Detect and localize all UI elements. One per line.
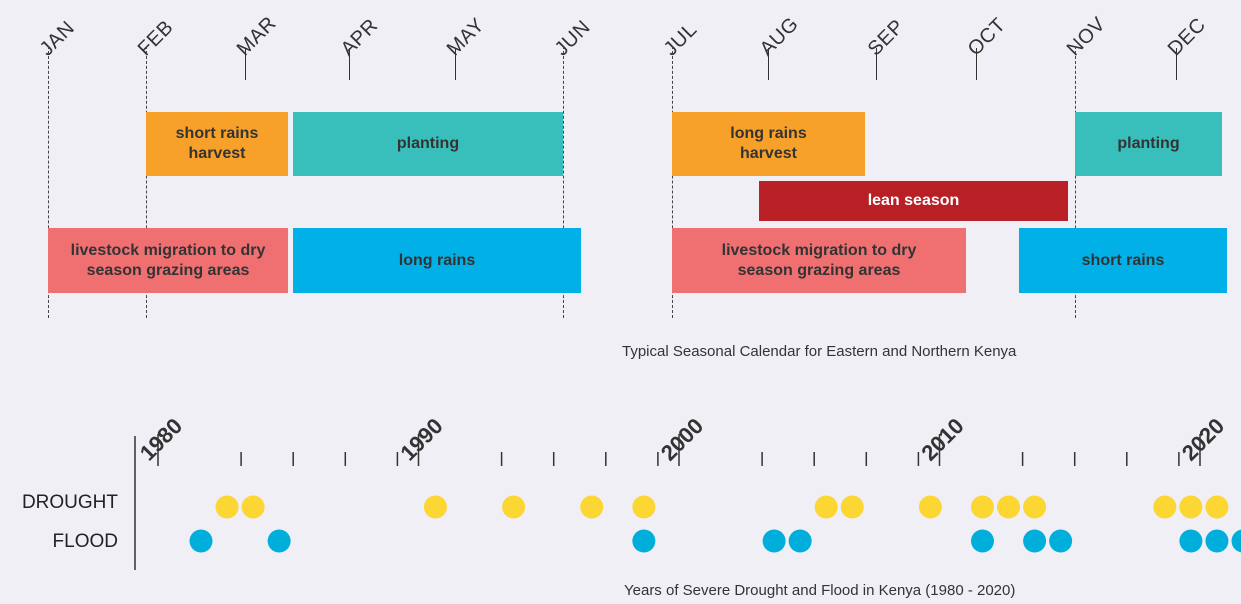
activity-label-line: livestock migration to dry <box>70 241 266 259</box>
drought-point-2011 <box>997 495 1021 519</box>
activity-label-line: planting <box>1117 135 1180 152</box>
month-divider-jan <box>48 46 49 318</box>
drought-point-2018 <box>1179 495 1203 519</box>
flood-point-2010 <box>971 529 994 553</box>
activity-bar-lean-season: lean season <box>759 181 1068 221</box>
activity-label-line: harvest <box>740 145 797 162</box>
month-tick-may <box>455 48 456 80</box>
decade-label-1980: 1980 <box>135 413 187 465</box>
month-divider-feb <box>146 46 147 318</box>
month-divider-jun <box>563 46 564 318</box>
calendar-caption: Typical Seasonal Calendar for Eastern an… <box>622 343 1017 360</box>
decade-label-2020: 2020 <box>1177 413 1229 465</box>
activity-label-line: harvest <box>188 145 246 162</box>
drought-point-2005 <box>840 495 864 519</box>
month-tick-apr <box>349 48 350 80</box>
flood-point-1997 <box>632 529 656 553</box>
drought-point-2004 <box>814 495 838 519</box>
drought-point-1982 <box>241 495 265 519</box>
month-tick-oct <box>976 48 977 80</box>
activity-label-line: livestock migration to dry <box>721 241 917 259</box>
flood-point-2020 <box>1231 529 1241 553</box>
drought-point-2012 <box>1023 495 1047 519</box>
drought-point-1995 <box>580 495 604 519</box>
activity-bar-livestock-migration-to-dry-season-grazing-areas: livestock migration to dry season grazing… <box>48 228 288 293</box>
flood-point-1980 <box>189 529 213 553</box>
decade-label-1990: 1990 <box>395 413 447 465</box>
drought-point-1981 <box>215 495 239 519</box>
flood-point-1983 <box>267 529 291 553</box>
activity-label-line: long rains <box>730 125 807 142</box>
activity-label-line: short rains <box>1081 251 1165 269</box>
drought-point-1997 <box>632 495 656 519</box>
drought-point-2008 <box>918 495 942 519</box>
month-tick-mar <box>245 48 246 80</box>
drought-point-1992 <box>502 495 526 519</box>
decade-label-2010: 2010 <box>916 413 968 465</box>
month-tick-sep <box>876 48 877 80</box>
timeline-caption: Years of Severe Drought and Flood in Ken… <box>624 582 1016 599</box>
activity-label-line: long rains <box>398 251 476 269</box>
flood-point-2003 <box>788 529 812 553</box>
flood-point-2018 <box>1179 529 1203 553</box>
flood-point-2002 <box>762 529 786 553</box>
drought-point-2017 <box>1153 495 1177 519</box>
flood-row-label: FLOOD <box>52 531 118 552</box>
activity-label-line: lean season <box>867 192 960 209</box>
seasonal-calendar: JAN FEB MAR APR MAY JUN JUL AUG SEP OCT NOV DEC shor… <box>36 12 1227 318</box>
activity-bar-livestock-migration-to-dry-season-grazing-areas: livestock migration to dry season grazing… <box>672 228 966 293</box>
activity-bar-short-rains-harvest: short rains harvest <box>146 112 288 176</box>
activity-label-line: season grazing areas <box>737 261 901 279</box>
activity-bar-planting: planting <box>293 112 563 176</box>
activity-label-line: short rains <box>175 125 259 142</box>
activity-bar-long-rains: long rains <box>293 228 581 293</box>
month-tick-aug <box>768 48 769 80</box>
activity-label-line: season grazing areas <box>86 261 250 279</box>
activity-bar-short-rains: short rains <box>1019 228 1227 293</box>
activity-bar-planting: planting <box>1075 112 1222 176</box>
decade-label-2000: 2000 <box>656 413 708 465</box>
activity-label-line: planting <box>396 135 460 152</box>
drought-point-2019 <box>1205 495 1229 519</box>
drought-point-2010 <box>971 495 994 519</box>
activity-bar-long-rains-harvest: long rains harvest <box>672 112 865 176</box>
flood-point-2013 <box>1049 529 1073 553</box>
month-divider-jul <box>672 46 673 318</box>
month-divider-nov <box>1075 46 1076 318</box>
flood-point-2012 <box>1023 529 1047 553</box>
flood-point-2019 <box>1205 529 1229 553</box>
month-tick-dec <box>1176 48 1177 80</box>
drought-row-label: DROUGHT <box>21 492 118 513</box>
drought-point-1989 <box>423 495 447 519</box>
